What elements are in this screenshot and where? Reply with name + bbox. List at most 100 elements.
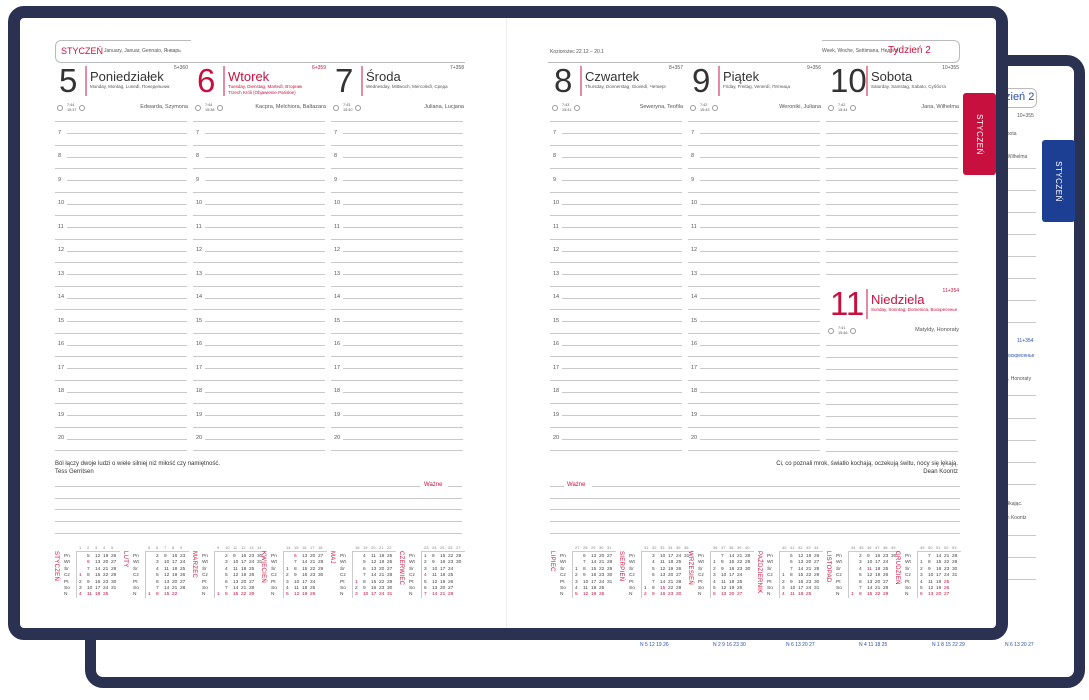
half-hour-line [193, 262, 325, 264]
day-translations: Monday, Montag, Lunedì, Понедельник [90, 84, 170, 89]
hour-label: 12 [196, 247, 203, 253]
sunset-icon [850, 105, 856, 111]
half-hour-line [688, 238, 820, 240]
week-number: 52 [944, 545, 949, 550]
namedays: Juliana, Lucjana [424, 104, 464, 110]
mini-calendar-day: 22 [241, 592, 247, 598]
mini-calendar-day: 26 [814, 554, 820, 559]
mini-calendar-day: 27 [944, 592, 950, 598]
hour-label: 14 [691, 294, 698, 300]
half-hour-line [331, 379, 463, 381]
mini-calendar-day: 30 [318, 573, 324, 579]
mini-calendar-day: 13 [928, 592, 934, 598]
mini-calendar-day: 12 [432, 579, 438, 585]
mini-calendar-day: 26 [599, 592, 605, 598]
back-month-tab[interactable]: STYCZEŃ [1042, 140, 1075, 222]
mini-calendar-day: 2 [782, 579, 785, 585]
mini-calendar-day: 28 [952, 554, 958, 559]
mini-calendar-day: 26 [180, 573, 186, 579]
hour-line [343, 203, 463, 205]
mini-calendar-day: 3 [424, 566, 427, 572]
mini-calendar-day: 2 [79, 579, 82, 585]
mini-calendar-day: 25 [448, 573, 454, 579]
mini-calendar-divider [421, 552, 422, 598]
mini-calendar-day: 7 [721, 554, 724, 559]
mini-calendar-day: 24 [883, 560, 889, 566]
weekday-label: So [133, 586, 139, 591]
mini-calendar-day: 4 [286, 586, 289, 591]
ruled-line [826, 238, 958, 240]
hour-line [343, 227, 463, 228]
mini-calendar-day: 27 [387, 566, 393, 572]
mini-calendar-day: 1 [355, 579, 358, 585]
mini-calendar-month: MARZEC [191, 551, 197, 579]
week-number: 39 [737, 545, 742, 550]
mini-calendar-day: 24 [180, 560, 186, 566]
mini-calendar-day: 29 [111, 573, 117, 579]
back-ruled-line [996, 440, 1036, 441]
mini-calendar-day: 5 [87, 554, 90, 559]
mini-calendar-day: 3 [156, 560, 159, 566]
hour-label: 14 [553, 294, 560, 300]
mini-calendar-day: 7 [652, 579, 655, 585]
ruled-line [826, 356, 958, 358]
mini-calendar-day: 10 [87, 586, 93, 591]
front-month-tab[interactable]: STYCZEŃ [963, 93, 996, 175]
weekday-label: N [767, 592, 771, 598]
namedays: Weroniki, Juliana [779, 104, 821, 110]
mini-calendar-day: 12 [294, 592, 300, 598]
hour-label: 14 [58, 294, 65, 300]
header-rule [190, 62, 465, 63]
mini-calendar-day: 7 [424, 592, 427, 598]
half-hour-line [331, 215, 463, 217]
weekday-label: Cz [836, 573, 842, 579]
mini-calendar-day: 27 [883, 579, 889, 585]
half-hour-line [331, 168, 463, 170]
day-number: 11 [830, 285, 865, 322]
sunrise-time: 7:44 [67, 103, 75, 107]
day-number: 9 [692, 62, 711, 99]
half-hour-line [688, 426, 820, 428]
sunrise-time: 7:44 [205, 103, 213, 107]
mini-calendar-day: 21 [310, 560, 316, 566]
mini-calendar-day: 12 [721, 586, 727, 591]
mini-calendar-day: 30 [814, 579, 820, 585]
mini-calendar-day: 1 [920, 560, 923, 566]
mini-calendar-day: 30 [952, 566, 958, 572]
hour-line [562, 438, 682, 440]
hour-label: 10 [691, 200, 698, 206]
mini-calendar-day: 25 [310, 586, 316, 591]
weekday-label: N [409, 592, 413, 598]
back-calendar-row: N 4 11 18 25 [859, 642, 888, 648]
mini-calendar-rule [76, 551, 120, 552]
hour-line [562, 274, 682, 275]
hour-line [562, 133, 682, 134]
mini-calendar-day: 22 [448, 554, 454, 559]
day-of-year-count: 11+354 [942, 288, 959, 294]
mini-calendar-rule [283, 551, 327, 552]
holiday-name: Trzech Króli (Objawienie Pańskie) [228, 90, 296, 95]
mini-calendar-day: 24 [249, 560, 255, 566]
weekday-label: Śr [202, 566, 207, 572]
mini-calendar-day: 17 [440, 566, 446, 572]
mini-calendar-day: 6 [583, 554, 586, 559]
weekday-label: So [202, 586, 208, 591]
hour-line [343, 274, 463, 275]
day-divider [85, 66, 87, 96]
hour-label: 16 [334, 341, 341, 347]
weekday-label: N [836, 592, 840, 598]
sunset-time: 15:38 [205, 108, 215, 112]
mini-calendar-day: 24 [737, 573, 743, 579]
hour-line [343, 368, 463, 369]
mini-calendar-day: 11 [233, 566, 238, 572]
mini-calendar-day: 21 [806, 566, 812, 572]
mini-calendar-day: 6 [920, 592, 923, 598]
week-number: 27 [575, 545, 580, 550]
zodiac-label: Koziorożec 22.12 – 20.1 [550, 49, 604, 55]
mini-calendar-day: 9 [233, 554, 236, 559]
half-hour-line [550, 309, 682, 311]
half-hour-line [55, 168, 187, 170]
hour-line [562, 415, 682, 416]
notes-line [550, 509, 960, 510]
weekday-label: So [340, 586, 346, 591]
